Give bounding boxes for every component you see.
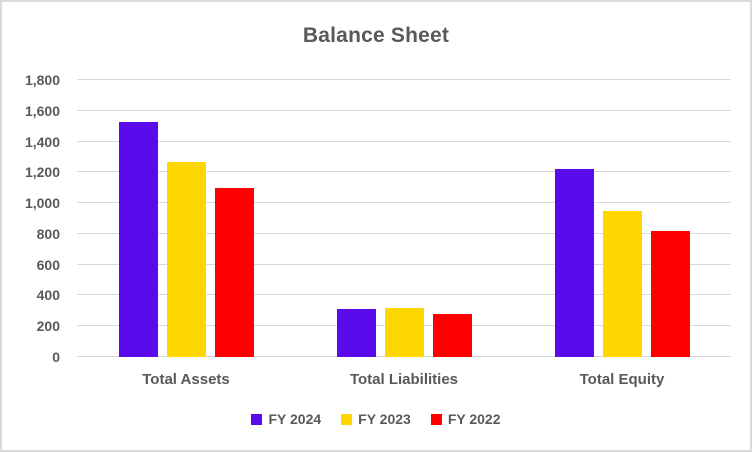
chart-title: Balance Sheet: [302, 24, 450, 47]
x-category-label-total-assets: Total Assets: [142, 371, 230, 388]
legend-label-fy-2022: FY 2022: [447, 411, 501, 427]
y-axis: 0 200 400 600 800 1,000 1,200 1,400 1,600 1,800: [2, 72, 60, 365]
x-axis: Total Assets Total Liabilities Total Equit…: [77, 370, 731, 392]
bar-fy-2024-total-liabilities[interactable]: [336, 309, 376, 357]
y-tick-label-200: 200: [36, 318, 60, 335]
legend-item-fy-2022[interactable]: FY 2022: [430, 411, 501, 427]
legend-item-fy-2024[interactable]: FY 2024: [251, 411, 321, 427]
legend-label-fy-2023: FY 2023: [358, 411, 411, 427]
plot-area: [77, 79, 731, 357]
bar-fy-2023-total-equity[interactable]: [602, 210, 642, 357]
y-tick-label-1-000: 1,000: [24, 195, 60, 212]
y-tick-label-400: 400: [36, 287, 60, 304]
gridline-600: [77, 263, 731, 265]
bar-fy-2023-total-liabilities[interactable]: [384, 307, 424, 357]
bar-fy-2022-total-liabilities[interactable]: [432, 313, 472, 357]
bar-group-total-assets: [77, 80, 295, 357]
y-tick-label-1-800: 1,800: [24, 72, 60, 88]
gridline-1-400: [77, 140, 731, 142]
legend-swatch-fy-2023: [341, 413, 353, 425]
legend: FY 2024 FY 2023 FY 2022: [2, 411, 750, 427]
bar-fy-2024-total-assets[interactable]: [118, 121, 158, 357]
y-tick-label-600: 600: [36, 256, 60, 273]
gridline-400: [77, 294, 731, 296]
y-tick-label-0: 0: [52, 349, 60, 365]
gridline-800: [77, 232, 731, 234]
bar-group-total-equity: [513, 80, 731, 357]
bar-group-total-liabilities: [295, 80, 513, 357]
bar-fy-2024-total-equity[interactable]: [554, 169, 594, 357]
x-category-label-total-liabilities: Total Liabilities: [349, 371, 459, 388]
y-tick-label-1-200: 1,200: [24, 164, 60, 181]
y-tick-label-1-400: 1,400: [24, 133, 60, 150]
gridline-1-200: [77, 171, 731, 173]
gridline-1-000: [77, 202, 731, 204]
legend-swatch-fy-2024: [251, 413, 263, 425]
legend-swatch-fy-2022: [430, 413, 442, 425]
bar-fy-2022-total-equity[interactable]: [650, 230, 690, 357]
x-category-label-total-equity: Total Equity: [579, 371, 665, 388]
y-tick-label-1-600: 1,600: [24, 102, 60, 119]
legend-item-fy-2023[interactable]: FY 2023: [341, 411, 411, 427]
legend-label-fy-2024: FY 2024: [268, 411, 322, 427]
gridline-1-800: [77, 79, 731, 80]
gridline-1-600: [77, 109, 731, 111]
bar-fy-2022-total-assets[interactable]: [214, 187, 254, 357]
y-tick-label-800: 800: [36, 225, 60, 242]
bar-fy-2023-total-assets[interactable]: [166, 161, 206, 357]
